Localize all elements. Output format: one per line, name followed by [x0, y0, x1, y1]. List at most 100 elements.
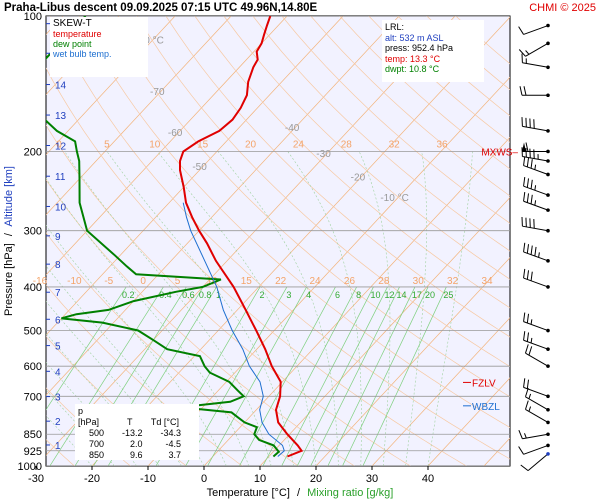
- mixing-ratio-label: 0.2: [122, 290, 135, 300]
- mixing-ratio-label: 4: [306, 290, 311, 300]
- levels-table-header: p [hPa] T Td [°C]: [78, 406, 196, 428]
- mixing-ratio-label: 0.6: [182, 290, 195, 300]
- sounding-series: [46, 16, 304, 458]
- pressure-tick-label: 100: [24, 11, 42, 23]
- dry-adiabat-label: 30: [413, 276, 425, 287]
- isotherm-label: -10 °C: [380, 193, 408, 204]
- y-axis-label-separator: /: [3, 232, 15, 236]
- dry-adiabat-label: 32: [389, 139, 401, 150]
- wind-barb: [521, 216, 550, 233]
- moist-adiabat-line: [46, 415, 93, 466]
- dry-adiabat-label: 32: [447, 276, 459, 287]
- isotherm-line: [315, 257, 510, 466]
- dry-adiabat-line: [310, 16, 510, 197]
- dry-adiabat-label: -10: [67, 276, 82, 287]
- legend-item-dew-point: dew point: [53, 39, 92, 49]
- x-tick-label: 20: [310, 473, 322, 485]
- pressure-tick-label: 400: [24, 282, 42, 294]
- mixing-ratio-label: 12: [384, 290, 394, 300]
- altitude-tick-label: 8: [55, 260, 61, 271]
- altitude-tick-label: 14: [55, 81, 67, 92]
- mixing-ratio-line: [310, 286, 400, 466]
- wind-barb: [525, 387, 550, 412]
- mixing-ratio-line: [342, 286, 429, 466]
- dry-adiabat-line: [252, 16, 510, 252]
- dry-adiabat-label: 26: [344, 276, 356, 287]
- isotherm-line: [46, 16, 232, 216]
- wind-barb: [523, 268, 550, 289]
- altitude-tick-label: 5: [55, 342, 61, 353]
- mixing-ratio-line: [296, 286, 388, 466]
- altitude-tick-label: 12: [55, 142, 67, 153]
- pressure-tick-label: 850: [24, 429, 42, 441]
- dry-adiabat-label: 24: [310, 276, 322, 287]
- pressure-tick-label: 600: [24, 361, 42, 373]
- wind-barb: [525, 400, 550, 425]
- x-tick-label: -10: [140, 473, 156, 485]
- dry-adiabat-label: 0: [140, 276, 146, 287]
- dry-adiabat-label: 5: [175, 276, 181, 287]
- altitude-tick-label: 6: [55, 315, 61, 326]
- isotherm-label: -40: [285, 123, 300, 134]
- table-header-pressure: p [hPa]: [78, 406, 100, 427]
- dry-adiabat-line: [165, 16, 510, 338]
- isotherm-label: -30: [316, 149, 331, 160]
- pressure-tick-label: 1000: [18, 461, 42, 473]
- isotherm-label: -20: [351, 172, 366, 183]
- isotherm-label: -80 °C: [135, 35, 163, 46]
- mixing-ratio-line: [207, 286, 307, 466]
- isotherm-line: [371, 317, 510, 466]
- wind-barb: [521, 53, 550, 70]
- wind-barb: [518, 23, 550, 35]
- table-cell: 500: [88, 428, 104, 438]
- dry-adiabat-label: 24: [293, 139, 305, 150]
- mixing-ratio-label: 6: [335, 290, 340, 300]
- wind-barb: [523, 176, 550, 197]
- isotherm-line: [46, 16, 288, 276]
- mixing-ratio-line: [185, 286, 288, 466]
- altitude-tick-label: 13: [55, 111, 67, 122]
- x-tick-label: 10: [254, 473, 266, 485]
- altitude-tick-label: 3: [55, 393, 61, 404]
- altitude-tick-label: 1: [55, 441, 61, 452]
- mixing-ratio-line: [327, 286, 416, 466]
- table-header-td: Td [°C]: [150, 417, 180, 427]
- dry-adiabat-label: 15: [197, 139, 209, 150]
- dry-adiabat-label: 10: [149, 139, 161, 150]
- table-header-t: T: [127, 417, 133, 427]
- mxws-label: MXWS–: [481, 147, 518, 158]
- wind-barb: [518, 443, 550, 455]
- isotherm-line: [427, 377, 510, 466]
- x-tick-label: 0: [201, 473, 207, 485]
- isotherm-label: -60: [168, 128, 183, 139]
- mixing-ratio-line: [281, 286, 374, 466]
- mixing-ratio-label: 20: [425, 290, 435, 300]
- table-cell: 3.7: [168, 450, 182, 460]
- dry-adiabat-label: 28: [341, 139, 353, 150]
- isotherm-label: -50: [192, 162, 207, 173]
- mixing-ratio-label: 14: [397, 290, 407, 300]
- lrl-info-box: LRL: alt: 532 m ASL press: 952.4 hPa tem…: [382, 20, 484, 82]
- wind-barb: [523, 312, 550, 333]
- table-row: 850 9.6 3.7: [78, 450, 196, 461]
- isotherm-line: [46, 16, 344, 336]
- altitude-tick-label: 10: [55, 202, 67, 213]
- table-cell: -34.3: [160, 428, 182, 438]
- pressure-tick-label: 500: [24, 326, 42, 338]
- table-row: 500 -13.2 -34.3: [78, 428, 196, 439]
- mixing-ratio-label: 2: [260, 290, 265, 300]
- isotherm-label: -70: [150, 87, 165, 98]
- dry-adiabat-label: 36: [436, 139, 448, 150]
- mixing-ratio-line: [362, 286, 447, 466]
- table-cell: -13.2: [122, 428, 143, 438]
- dry-adiabat-label: -16: [33, 276, 48, 287]
- temperature-line: [179, 16, 304, 458]
- mixing-ratio-label: 17: [412, 290, 422, 300]
- wbzl-marker-label: WBZL: [472, 402, 500, 413]
- wind-barb: [523, 331, 550, 351]
- level-markers: FZLV WBZL MXWS–: [463, 147, 518, 413]
- wind-barb: [521, 117, 550, 133]
- table-cell: 850: [88, 450, 104, 460]
- wind-barb: [525, 344, 550, 368]
